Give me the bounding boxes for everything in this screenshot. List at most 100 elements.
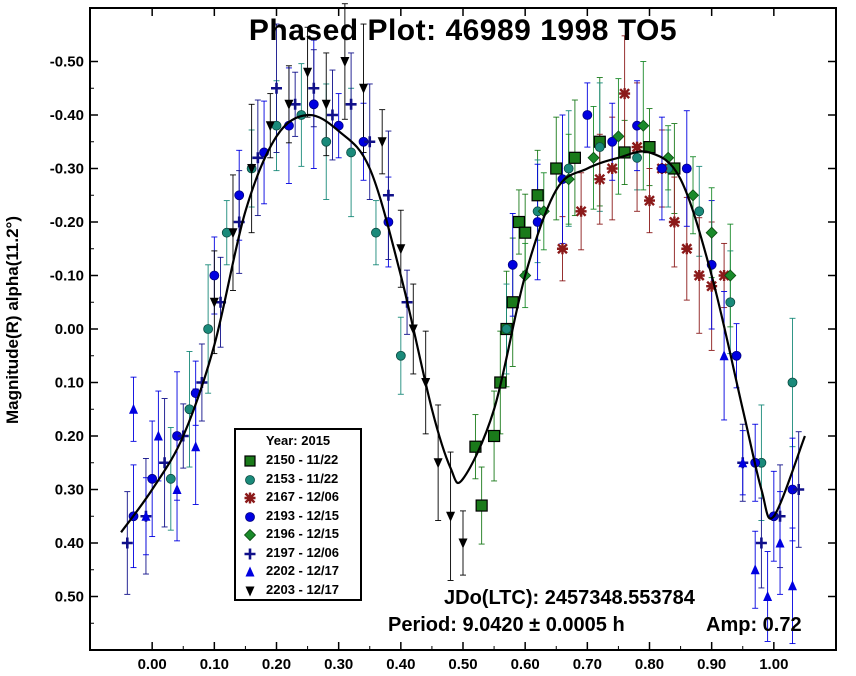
legend-entry: 2196 - 12/15 [242,526,360,544]
y-tick-label: -0.10 [50,268,84,285]
data-point [750,564,760,575]
x-tick-label: 1.00 [759,656,788,673]
y-tick-label: 0.30 [55,482,84,499]
data-point [364,136,376,148]
legend-marker [244,455,256,467]
data-point [519,226,532,239]
data-point [694,206,705,217]
triangle-down-marker-icon [245,586,255,596]
legend-marker [244,492,256,504]
data-point [308,82,320,94]
data-point [321,136,332,147]
data-point [718,270,730,281]
data-point [556,243,568,255]
legend-label: 2203 - 12/17 [266,581,340,597]
square-marker-icon [244,455,256,467]
data-point [632,152,642,163]
data-point [121,537,133,549]
data-point [340,57,350,67]
data-point [234,190,245,201]
data-point [247,164,257,174]
data-point [594,173,606,185]
data-point [475,499,488,512]
data-point [345,98,357,110]
data-point [582,110,593,120]
x-tick-label: 0.20 [262,656,291,673]
data-point [284,99,294,110]
data-point [165,473,176,484]
data-point [265,121,275,132]
data-point [755,537,767,549]
data-point [774,510,786,522]
data-point [271,82,282,94]
legend-entry: 2153 - 11/22 [242,471,360,489]
data-point [681,243,693,255]
data-point [731,350,742,361]
y-tick-label: -0.30 [50,161,84,178]
fit-curve [120,113,806,533]
x-tick-label: 0.40 [386,656,415,673]
x-tick-label: 0.00 [138,656,167,673]
data-point [575,205,587,217]
data-point [705,226,718,239]
legend-label: 2193 - 12/15 [266,507,340,523]
axes: 0.00 0.10 0.20 0.30 0.40 0.50 0.60 0.70 0.80 0.90… [50,8,836,673]
data-point [446,511,456,522]
legend-entry: 2197 - 12/06 [242,545,360,563]
data-point [209,297,219,308]
data-point [371,227,381,238]
legend-marker [243,528,257,542]
data-point [724,269,737,282]
data-point [512,215,526,229]
y-tick-label: 0.10 [55,375,84,392]
data-point [377,137,387,148]
chart-title: Phased Plot: 46989 1998 TO5 [248,14,678,47]
y-tick-label: 0.00 [55,321,84,338]
data-point [657,163,667,174]
data-point [326,109,338,121]
diamond-marker-icon [243,528,257,542]
triangle-up-marker-icon [245,566,255,577]
legend-entry: 2203 - 12/17 [242,582,360,600]
legend-label: 2150 - 11/22 [266,452,339,467]
legend-marker [245,566,255,577]
data-point [501,324,512,334]
circle-marker-icon [245,474,255,485]
x-tick-label: 0.50 [448,656,477,673]
data-point [191,441,201,452]
x-tick-label: 0.80 [635,656,664,673]
jdo-readout: JDo(LTC): 2457348.553784 [444,587,695,609]
data-point [644,195,655,207]
data-point [346,147,357,158]
legend-marker [245,586,255,596]
data-point [303,67,313,78]
data-point [382,189,394,201]
data-point [775,537,785,548]
legend-marker [245,511,255,522]
data-point [725,297,736,308]
data-point [252,152,264,164]
data-point [153,430,163,441]
y-tick-label: 0.20 [55,428,84,445]
legend: Year: 2015 2150 - 11/22 2153 - 11/22 2167 … [234,428,362,601]
legend-entry: 2150 - 11/22 [242,452,360,470]
data-point [172,484,182,494]
legend-label: 2167 - 12/06 [266,489,340,504]
data-point [308,99,319,110]
data-point [563,163,574,174]
data-point [787,580,797,591]
data-points [121,57,805,601]
y-tick-label: 0.40 [55,535,84,552]
circle-marker-icon [245,511,255,522]
data-point [228,228,238,239]
data-point [129,403,139,414]
legend-marker [245,474,255,485]
data-point [637,119,650,132]
x-tick-label: 0.60 [511,656,540,673]
legend-label: 2202 - 12/17 [266,563,340,578]
y-tick-label: -0.20 [50,214,84,231]
data-point [693,270,705,281]
data-point [606,163,618,174]
data-point [612,130,625,143]
